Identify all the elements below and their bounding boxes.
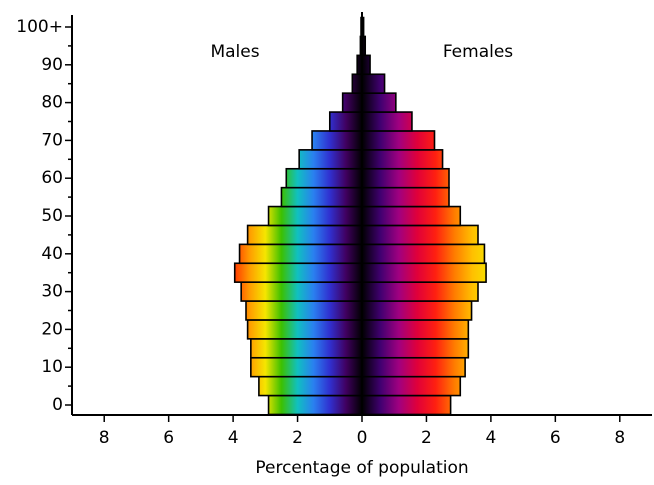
bar xyxy=(361,375,462,397)
bar xyxy=(361,186,450,208)
series-label: Males xyxy=(210,42,259,62)
bar xyxy=(361,356,466,378)
bar xyxy=(267,394,363,416)
bar xyxy=(285,167,363,189)
y-tick-label: 50 xyxy=(41,206,63,226)
bar xyxy=(361,281,479,302)
bar xyxy=(250,356,363,378)
bar xyxy=(233,262,363,283)
bar xyxy=(361,300,473,321)
bar xyxy=(361,394,452,416)
bar xyxy=(246,224,363,246)
bar xyxy=(311,130,363,151)
y-tick-label: 90 xyxy=(41,55,63,75)
y-tick-label: 20 xyxy=(41,319,63,339)
bar xyxy=(250,338,363,359)
bar xyxy=(341,92,363,113)
x-tick-label: 4 xyxy=(228,428,239,448)
series-label: Females xyxy=(443,42,513,62)
bar xyxy=(240,281,363,302)
bar xyxy=(361,224,479,246)
x-tick-label: 2 xyxy=(292,428,303,448)
bar xyxy=(246,319,363,340)
x-tick-label: 0 xyxy=(357,428,368,448)
bar xyxy=(361,205,462,227)
bar xyxy=(361,73,386,94)
x-tick-label: 2 xyxy=(421,428,432,448)
x-tick-label: 8 xyxy=(614,428,625,448)
y-tick-label: 60 xyxy=(41,168,63,188)
y-tick-label: 70 xyxy=(41,130,63,150)
bar xyxy=(361,262,487,283)
y-tick-label: 10 xyxy=(41,357,63,377)
bar xyxy=(267,205,363,227)
bar xyxy=(361,92,397,113)
bar xyxy=(328,111,363,132)
bar xyxy=(361,319,470,340)
bar xyxy=(280,186,363,208)
bar xyxy=(361,149,444,170)
x-tick-label: 6 xyxy=(163,428,174,448)
y-tick-label: 80 xyxy=(41,93,63,113)
y-tick-label: 40 xyxy=(41,244,63,264)
bar xyxy=(361,243,486,265)
y-tick-label: 0 xyxy=(52,395,63,415)
x-tick-label: 8 xyxy=(99,428,110,448)
bar xyxy=(361,111,413,132)
bar xyxy=(298,149,363,170)
bar xyxy=(351,73,363,94)
y-tick-label: 100+ xyxy=(16,17,63,37)
bar xyxy=(361,338,470,359)
bar xyxy=(361,54,371,76)
x-tick-label: 4 xyxy=(485,428,496,448)
bar xyxy=(258,375,363,397)
x-axis-label: Percentage of population xyxy=(255,458,468,478)
y-tick-label: 30 xyxy=(41,282,63,302)
bar xyxy=(361,167,450,189)
bar xyxy=(361,130,436,151)
x-tick-label: 6 xyxy=(550,428,561,448)
bar xyxy=(238,243,363,265)
bar xyxy=(245,300,363,321)
